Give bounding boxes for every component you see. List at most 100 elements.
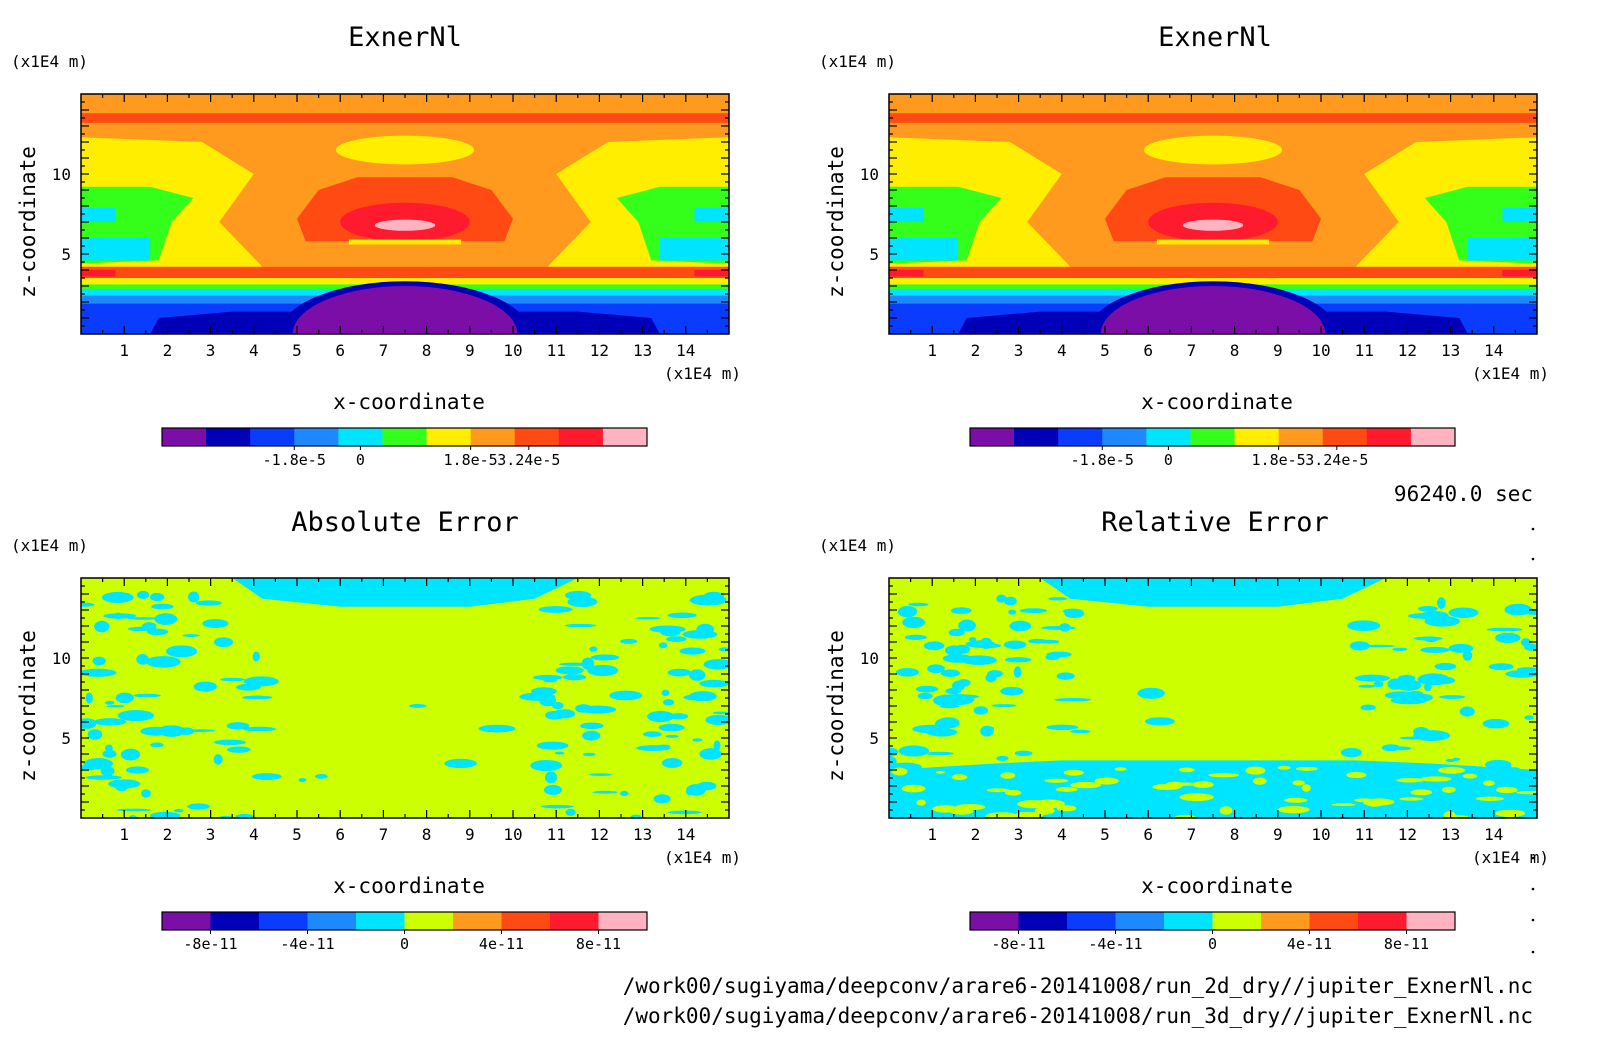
plot-area: [81, 94, 729, 334]
cyan-speck-3: [996, 755, 1009, 762]
colorbar-segment: [602, 428, 648, 446]
cyan-speck-3: [1144, 717, 1175, 726]
edge-red-right-0: [694, 270, 729, 277]
cyan-speck-3: [912, 724, 949, 734]
cyan-speck-2: [620, 790, 629, 797]
cyan-speck-2: [140, 726, 173, 736]
x-tick-label: 9: [1273, 825, 1283, 844]
panel-1: ExnerNl(x1E4 m)1 2 3 4 5 6 7 8 9 10 11 12 13 14510(x1…: [11, 22, 741, 469]
cyan-speck-2: [85, 775, 122, 780]
cyan-speck-2: [696, 623, 714, 636]
x-tick-label: 8: [1230, 825, 1240, 844]
colorbar-segment: [550, 912, 599, 930]
plot-area: [889, 94, 1537, 334]
cyan-left-1: [889, 238, 959, 261]
colorbar-segment: [259, 912, 308, 930]
cyan-speck-2: [141, 789, 151, 798]
colorbar-tick-label: -1.8e-5: [1071, 451, 1134, 469]
cyan-speck-3: [902, 616, 926, 629]
x-tick-label: 7: [1187, 341, 1197, 360]
cyan-speck-2: [667, 612, 697, 619]
cyan-speck-3: [956, 679, 971, 687]
pink-center-1: [1182, 219, 1244, 231]
cyan-speck-3: [950, 607, 972, 614]
cyan-speck-3: [1459, 706, 1475, 717]
cyan-left-0: [81, 238, 151, 261]
cyan-speck-2: [699, 748, 723, 760]
x-tick-label: 14: [1484, 825, 1503, 844]
cyan-speck-2: [567, 596, 598, 608]
y-tick-label: 5: [869, 729, 879, 748]
cyan-speck-3: [1387, 678, 1405, 690]
yg-speck-3: [1004, 789, 1022, 796]
x-tick-label: 11: [547, 825, 566, 844]
x-tick-label: 13: [1441, 341, 1460, 360]
cyan-speck-3: [939, 704, 960, 709]
cyan-speck-2: [543, 784, 562, 795]
cyan-speck-2: [113, 612, 123, 620]
cyan-speck-2: [202, 619, 229, 628]
edge-dot: [1531, 527, 1535, 531]
purple-dome-0: [292, 286, 518, 334]
cyan-speck-2: [315, 774, 328, 779]
cyan-speck-2: [653, 794, 671, 804]
yg-speck-3: [1000, 772, 1016, 779]
cyan-speck-2: [116, 808, 152, 812]
cyan-speck-3: [1041, 625, 1076, 630]
cyan-speck-2: [214, 637, 234, 648]
x-tick-label: 10: [503, 341, 522, 360]
cyan-speck-3: [980, 637, 993, 650]
colorbar-segment: [426, 428, 472, 446]
cyan-speck-3: [1524, 715, 1534, 720]
yg-speck-3: [1462, 773, 1478, 779]
x-unit-label: (x1E4 m): [664, 848, 741, 867]
cyan-speck-3: [1486, 627, 1523, 632]
panel-2: ExnerNl(x1E4 m)1 2 3 4 5 6 7 8 9 10 11 12 13 14510(x1…: [819, 22, 1549, 469]
x-tick-label: 12: [590, 825, 609, 844]
cyan-speck-3: [1349, 641, 1370, 651]
cyan-speck-2: [565, 808, 576, 816]
colorbar-tick-label: 1.8e-5: [444, 451, 498, 469]
cyan-speck-3: [1014, 750, 1033, 757]
cyan-speck-2: [665, 734, 679, 738]
cyan-speck-2: [562, 674, 587, 681]
cyan-speck-2: [137, 590, 150, 599]
top-cyan-3: [1040, 578, 1386, 607]
cyan-speck-3: [1056, 672, 1075, 680]
cyan-speck-2: [104, 744, 113, 752]
band-top-red-1: [889, 113, 1537, 123]
yg-speck-3: [1495, 809, 1526, 818]
plot-area: [889, 578, 1537, 818]
colorbar-tick-label: 3.24e-5: [1305, 451, 1368, 469]
cyan-speck-3: [1004, 657, 1032, 663]
cyan-left2-1: [889, 207, 924, 222]
colorbar-tick-label: 8e-11: [1384, 935, 1429, 953]
cyan-left2-0: [81, 207, 116, 222]
panel-4: Relative Error(x1E4 m)1 2 3 4 5 6 7 8 9 10 11 12 13 1…: [819, 507, 1549, 953]
x-tick-label: 10: [1311, 341, 1330, 360]
cyan-speck-3: [1439, 695, 1466, 699]
cyan-speck-2: [444, 758, 477, 769]
x-tick-label: 5: [292, 341, 302, 360]
cyan-speck-3: [898, 745, 930, 757]
yg-speck-3: [1063, 769, 1084, 776]
colorbar-tick-label: -1.8e-5: [263, 451, 326, 469]
x-tick-label: 11: [1355, 341, 1374, 360]
cyan-speck-3: [1452, 757, 1461, 761]
cyan-right-1: [1467, 238, 1537, 261]
cyan-speck-2: [106, 704, 125, 708]
colorbar-tick-label: 0: [1164, 451, 1173, 469]
cyan-speck-2: [173, 808, 184, 813]
colorbar-segment: [558, 428, 604, 446]
yg-speck-3: [1399, 797, 1424, 801]
cyan-speck-2: [630, 814, 642, 818]
cyan-speck-2: [136, 654, 149, 665]
yg-speck-3: [1055, 786, 1078, 792]
cyan-speck-2: [220, 677, 245, 682]
x-unit-label: (x1E4 m): [1472, 848, 1549, 867]
x-tick-label: 6: [1143, 825, 1153, 844]
cyan-speck-2: [635, 616, 661, 620]
cyan-speck-2: [298, 777, 307, 783]
cyan-speck-2: [581, 657, 595, 670]
